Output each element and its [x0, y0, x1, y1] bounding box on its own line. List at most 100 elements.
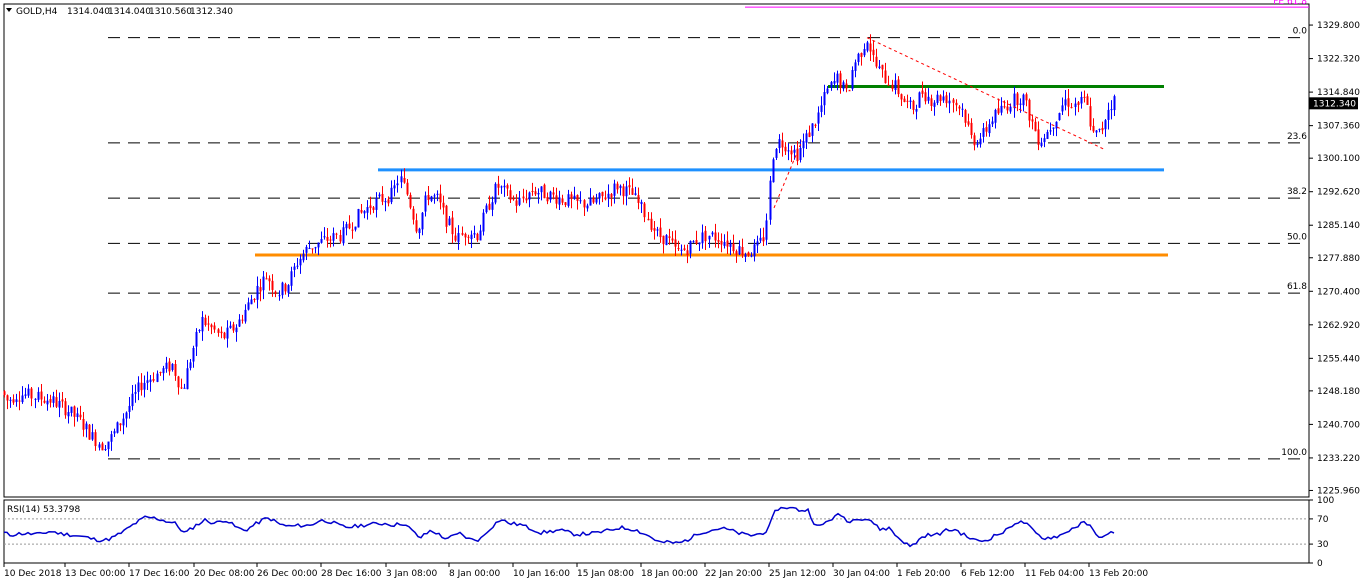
- candle-bearish: [476, 232, 479, 242]
- candle-body: [146, 380, 149, 383]
- candle-bullish: [961, 103, 964, 117]
- candle-body: [220, 331, 223, 334]
- candle-body: [1104, 120, 1107, 130]
- candle-body: [360, 209, 363, 213]
- candle-body: [1086, 96, 1089, 105]
- candle-bearish: [40, 384, 43, 406]
- candle-body: [979, 138, 982, 145]
- candle-body: [229, 325, 232, 328]
- candle-bullish: [540, 186, 543, 201]
- ohlc-low: 1310.560: [149, 7, 192, 17]
- candle-bullish: [802, 133, 805, 158]
- candle-bullish: [753, 239, 756, 262]
- candle-bearish: [1101, 121, 1104, 135]
- price-tick-label: 1255.440: [1317, 354, 1360, 364]
- candle-bullish: [793, 144, 796, 160]
- candle-bearish: [891, 79, 894, 92]
- candle-bullish: [302, 249, 305, 263]
- candle-body: [607, 193, 610, 199]
- candle-bullish: [320, 231, 323, 244]
- candle-bullish: [549, 190, 552, 203]
- candle-body: [589, 197, 592, 206]
- candle-body: [817, 112, 820, 124]
- candle-body: [207, 323, 210, 325]
- candle-bullish: [390, 180, 393, 205]
- candle-bearish: [497, 175, 500, 196]
- candle-body: [293, 266, 296, 270]
- candle-bearish: [61, 392, 64, 408]
- candle-body: [808, 132, 811, 137]
- ohlc-close: 1312.340: [190, 7, 233, 17]
- time-tick-label: 13 Dec 00:00: [65, 569, 126, 579]
- candle-bearish: [506, 183, 509, 196]
- candle-body: [1006, 106, 1009, 111]
- candle-bearish: [241, 314, 244, 324]
- candle-bullish: [863, 43, 866, 58]
- candle-bearish: [348, 215, 351, 230]
- candle-bearish: [762, 227, 765, 247]
- ohlc-high: 1314.040: [108, 7, 151, 17]
- rsi-plot-frame: [3, 499, 1310, 564]
- candle-bearish: [119, 423, 122, 432]
- candle-body: [759, 237, 762, 241]
- candle-body: [820, 105, 823, 112]
- candle-body: [372, 207, 375, 210]
- candle-bullish: [34, 398, 37, 409]
- candle-bearish: [900, 93, 903, 107]
- candle-bullish: [278, 290, 281, 301]
- candle-bearish: [643, 201, 646, 223]
- rsi-tick-label: 30: [1317, 540, 1329, 550]
- candle-bullish: [354, 226, 357, 232]
- candle-bearish: [659, 218, 662, 243]
- candle-body: [848, 90, 851, 92]
- candle-body: [811, 123, 814, 136]
- candle-body: [363, 211, 366, 214]
- candle-bearish: [570, 191, 573, 209]
- candle-bearish: [94, 429, 97, 451]
- candle-bullish: [308, 240, 311, 250]
- candle-body: [171, 363, 174, 370]
- horizontal-lines-layer: 0.0 23.6 38.2 50.0 61.8 100.0 FE 61.8: [108, 0, 1309, 460]
- time-tick-label: 3 Jan 08:00: [386, 569, 438, 579]
- candle-bullish: [244, 304, 247, 324]
- candle-bullish: [503, 179, 506, 197]
- candle-body: [994, 109, 997, 123]
- candle-body: [461, 233, 464, 235]
- candle-body: [442, 202, 445, 208]
- candle-bullish: [400, 169, 403, 189]
- candle-bearish: [814, 123, 817, 129]
- candle-body: [3, 391, 6, 396]
- candle-bearish: [409, 192, 412, 210]
- candle-bearish: [552, 187, 555, 200]
- candle-bullish: [378, 192, 381, 198]
- candle-body: [991, 121, 994, 125]
- candle-body: [329, 239, 332, 241]
- candle-body: [1067, 98, 1070, 107]
- candle-bearish: [467, 234, 470, 244]
- candle-bullish: [1098, 128, 1101, 133]
- candle-bullish: [165, 356, 168, 373]
- price-tick-label: 1292.620: [1317, 188, 1360, 198]
- candle-bullish: [894, 73, 897, 95]
- candle-body: [900, 94, 903, 100]
- candle-bullish: [769, 175, 772, 225]
- time-tick-label: 20 Dec 08:00: [194, 569, 255, 579]
- candle-bullish: [500, 185, 503, 194]
- candle-body: [967, 121, 970, 125]
- candle-body: [695, 240, 698, 244]
- dropdown-triangle-icon[interactable]: [6, 8, 12, 12]
- candle-bullish: [146, 371, 149, 391]
- candle-body: [973, 135, 976, 146]
- candle-body: [421, 212, 424, 230]
- candle-bullish: [982, 123, 985, 143]
- price-tick-label: 1225.960: [1317, 486, 1360, 496]
- candle-body: [201, 316, 204, 332]
- candle-bullish: [345, 221, 348, 236]
- candle-body: [567, 194, 570, 206]
- candle-body: [598, 193, 601, 199]
- candle-body: [107, 441, 110, 450]
- fib-level-label: 50.0: [1287, 232, 1307, 242]
- candle-bullish: [842, 80, 845, 92]
- candle-bullish: [1064, 89, 1067, 111]
- candle-bullish: [759, 228, 762, 244]
